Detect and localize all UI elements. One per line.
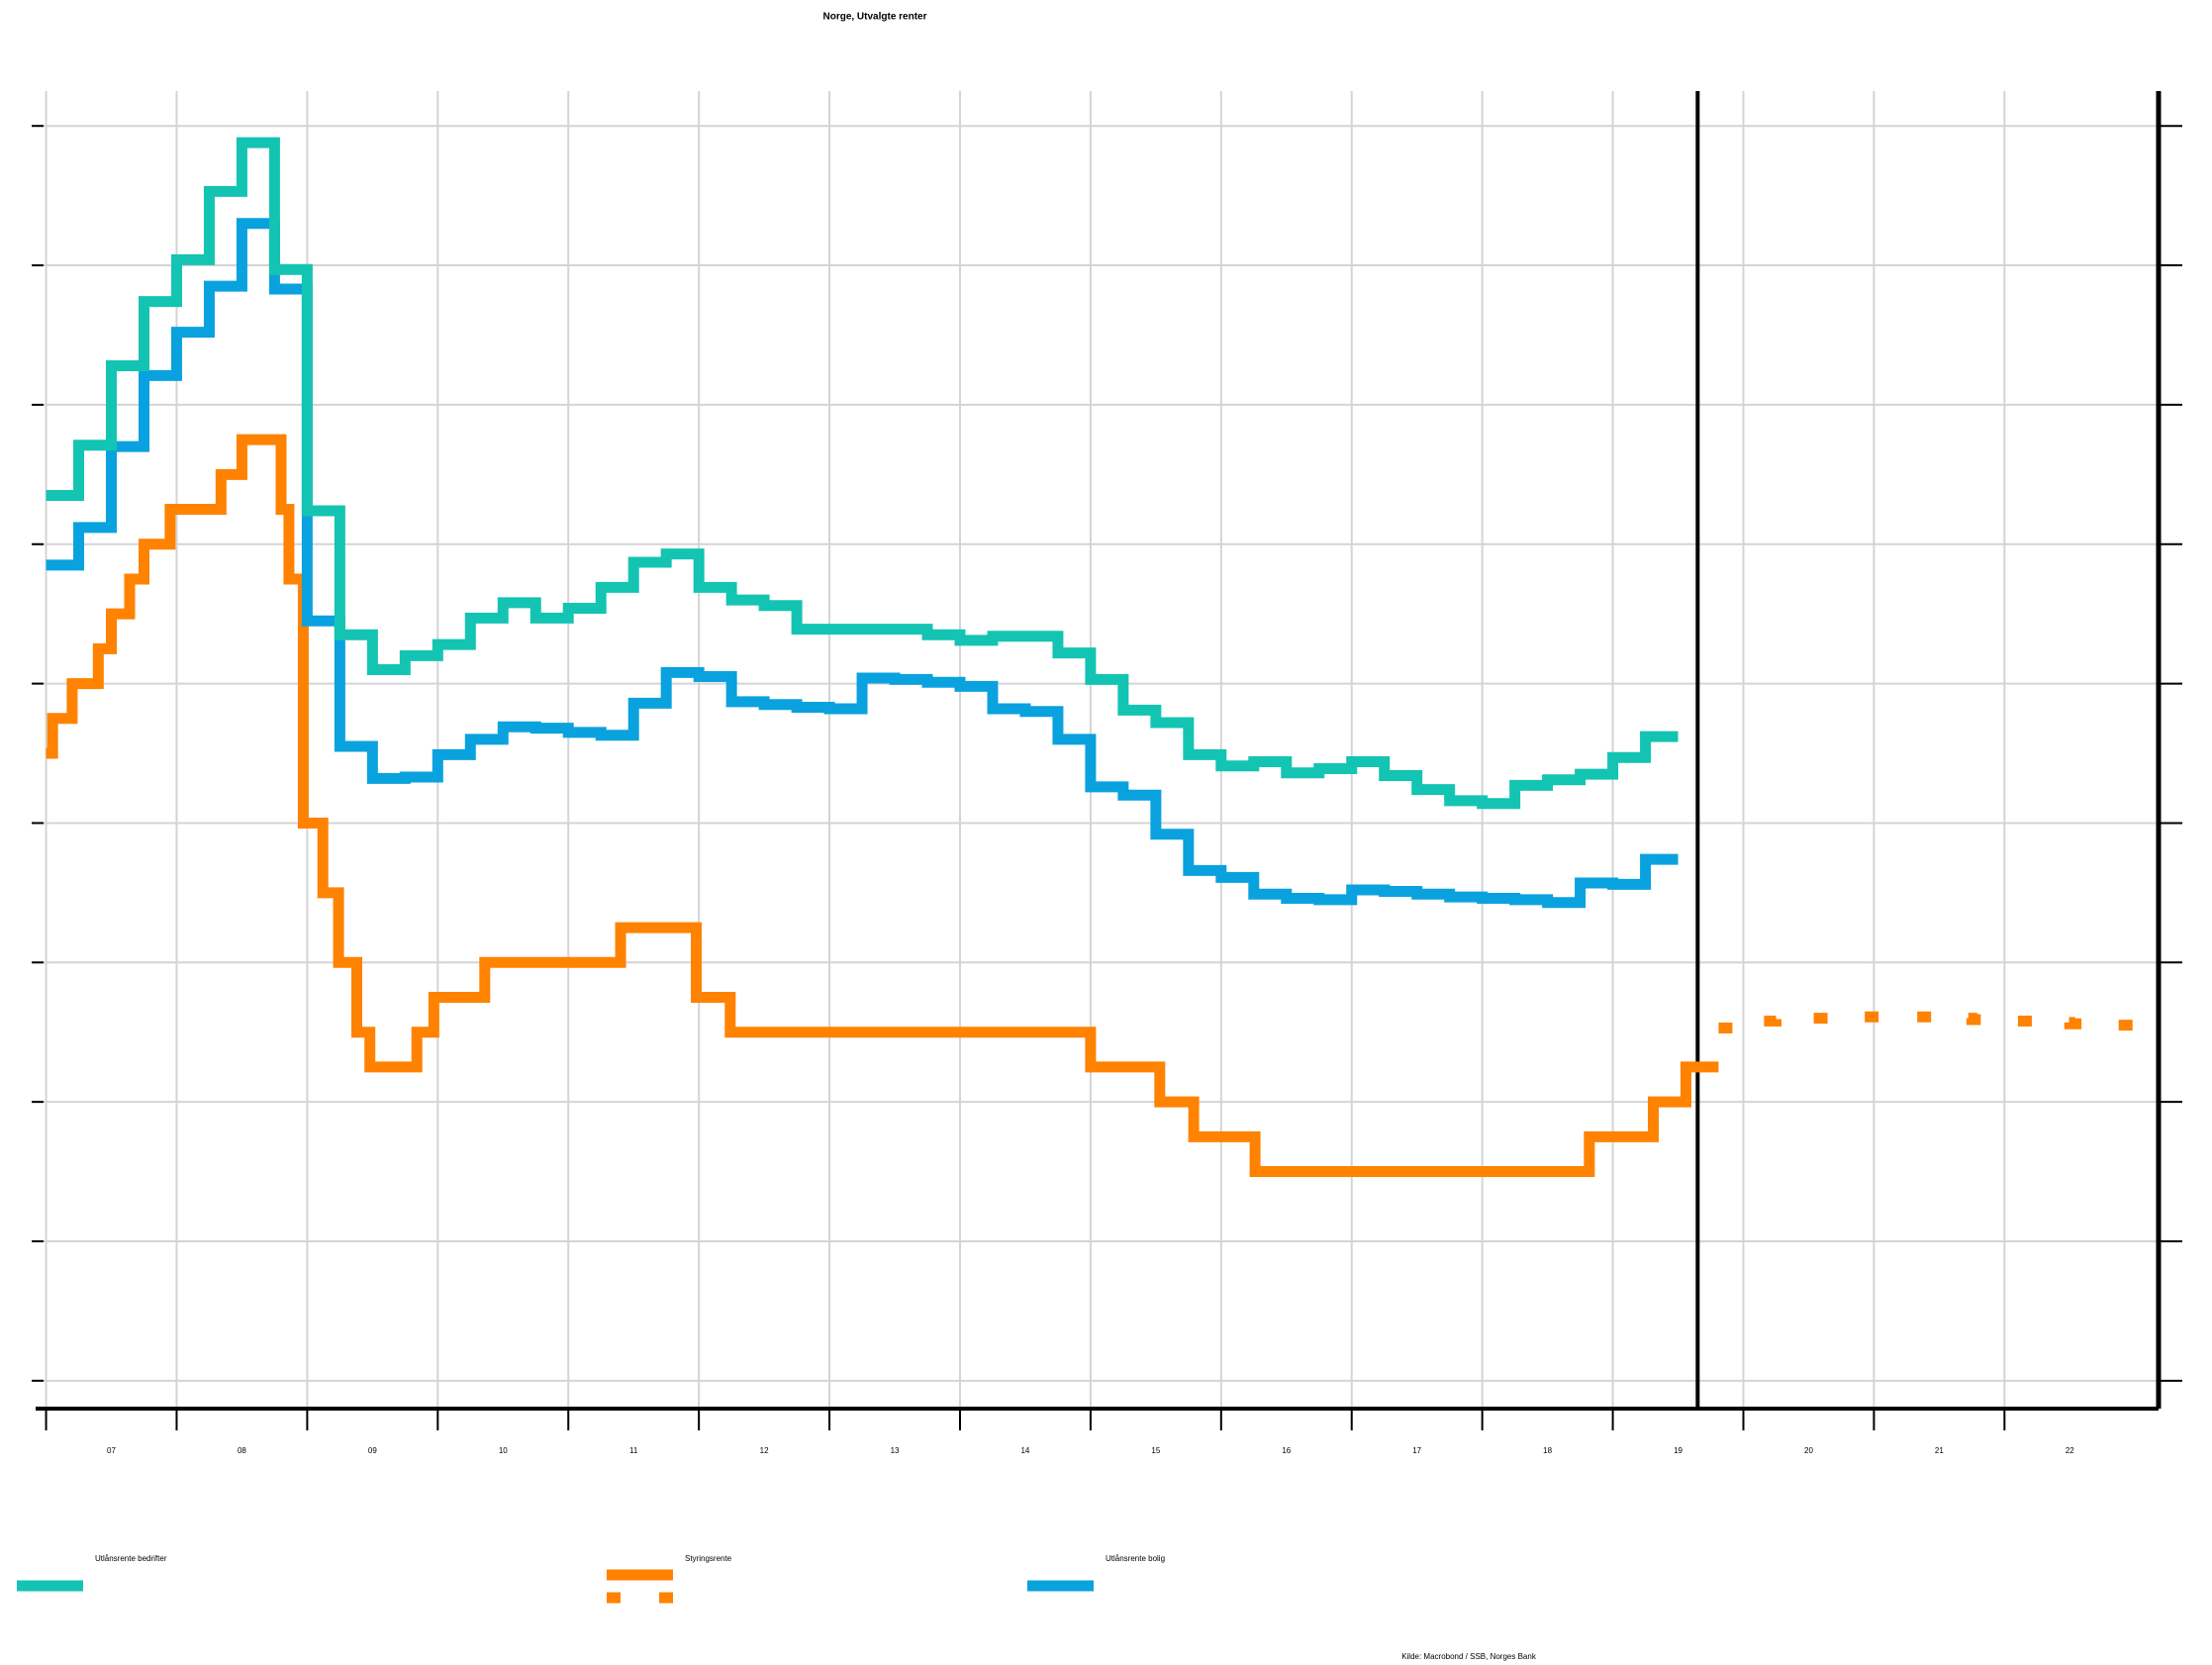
legend-label: Utlånsrente bolig	[1106, 1554, 1165, 1563]
x-tick-label: 16	[1282, 1446, 1291, 1455]
legend-label: Styringsrente	[685, 1554, 732, 1563]
series-line	[46, 434, 1719, 1178]
x-tick-label: 08	[238, 1446, 246, 1455]
x-tick-label: 09	[368, 1446, 377, 1455]
x-tick-label: 18	[1543, 1446, 1552, 1455]
series-line	[46, 137, 1679, 810]
source: Kilde: Macrobond / SSB, Norges Bank	[1401, 1652, 1537, 1661]
legend-label: Utlånsrente bedrifter	[95, 1554, 167, 1563]
x-tick-label: 12	[760, 1446, 769, 1455]
x-tick-label: 13	[891, 1446, 900, 1455]
series-line	[46, 218, 1679, 909]
forecast-line	[1718, 1011, 2136, 1033]
x-tick-label: 19	[1674, 1446, 1683, 1455]
x-tick-label: 22	[2066, 1446, 2074, 1455]
x-tick-label: 17	[1412, 1446, 1421, 1455]
x-tick-label: 21	[1935, 1446, 1944, 1455]
x-tick-label: 10	[499, 1446, 508, 1455]
x-tick-label: 20	[1804, 1446, 1813, 1455]
x-tick-label: 15	[1151, 1446, 1160, 1455]
x-tick-label: 07	[107, 1446, 116, 1455]
x-tick-label: 14	[1020, 1446, 1029, 1455]
x-tick-label: 11	[629, 1446, 638, 1455]
chart-title: Norge, Utvalgte renter	[822, 12, 926, 23]
